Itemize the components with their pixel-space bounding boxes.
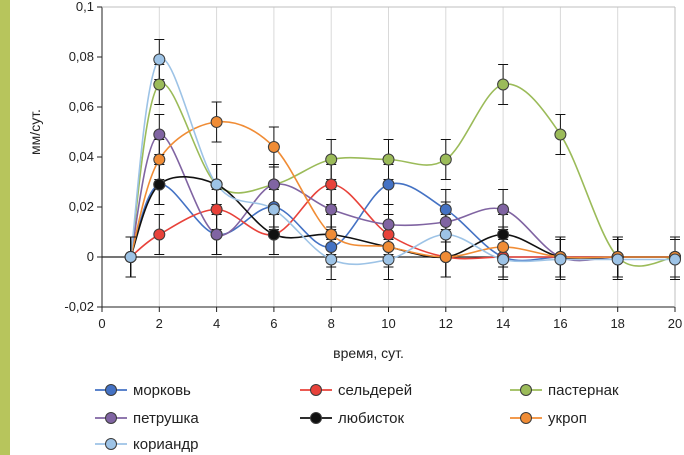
data-point-series-7 bbox=[382, 253, 395, 266]
data-point-series-4 bbox=[153, 128, 166, 141]
legend-label: морковь bbox=[133, 382, 191, 399]
data-point-series-7 bbox=[267, 203, 280, 216]
series-line-1 bbox=[129, 182, 675, 262]
y-tick-label: 0,08 bbox=[69, 49, 94, 64]
x-tick-label: 2 bbox=[156, 316, 163, 331]
data-point-series-2 bbox=[210, 203, 223, 216]
series-line-4 bbox=[129, 133, 675, 262]
legend-item-2: сельдерей bbox=[300, 382, 412, 399]
x-tick-label: 20 bbox=[668, 316, 682, 331]
x-tick-label: 0 bbox=[98, 316, 105, 331]
data-point-series-7 bbox=[669, 253, 681, 266]
y-tick-label: 0,06 bbox=[69, 99, 94, 114]
data-point-series-1 bbox=[382, 178, 395, 191]
data-point-series-4 bbox=[267, 178, 280, 191]
y-tick-label: 0,04 bbox=[69, 149, 94, 164]
legend-marker bbox=[520, 412, 532, 424]
data-point-series-7 bbox=[554, 253, 567, 266]
legend-label: укроп bbox=[548, 410, 587, 427]
y-tick-label: 0,02 bbox=[69, 199, 94, 214]
data-point-series-4 bbox=[210, 228, 223, 241]
data-point-series-3 bbox=[382, 153, 395, 166]
data-point-series-7 bbox=[153, 53, 166, 66]
legend-marker bbox=[105, 384, 117, 396]
legend-marker bbox=[105, 438, 117, 450]
data-point-series-3 bbox=[153, 78, 166, 91]
x-tick-label: 12 bbox=[439, 316, 453, 331]
data-point-series-1 bbox=[439, 203, 452, 216]
data-point-series-5 bbox=[153, 178, 166, 191]
legend-item-5: любисток bbox=[300, 410, 405, 427]
legend-item-7: кориандр bbox=[95, 436, 199, 453]
data-point-series-6 bbox=[153, 153, 166, 166]
legend: морковь сельдерей пастернак петрушка любисто… bbox=[95, 382, 619, 453]
left-decorative-strip bbox=[0, 0, 10, 455]
data-point-series-2 bbox=[382, 228, 395, 241]
data-point-series-7 bbox=[497, 253, 510, 266]
data-point-series-6 bbox=[210, 116, 223, 128]
legend-marker bbox=[105, 412, 117, 424]
legend-marker bbox=[520, 384, 532, 396]
data-point-series-2 bbox=[325, 178, 338, 191]
grid-lines bbox=[158, 7, 676, 307]
data-point-series-5 bbox=[267, 228, 280, 241]
legend-item-3: пастернак bbox=[510, 382, 619, 399]
x-tick-label: 16 bbox=[553, 316, 567, 331]
data-point-series-7 bbox=[210, 178, 223, 191]
y-tick-label: -0,02 bbox=[64, 299, 94, 314]
legend-marker bbox=[310, 384, 322, 396]
data-point-series-7 bbox=[611, 253, 624, 266]
data-point-series-7 bbox=[325, 253, 338, 266]
x-tick-label: 18 bbox=[610, 316, 624, 331]
data-point-series-3 bbox=[439, 153, 452, 166]
series-line-2 bbox=[130, 183, 675, 260]
data-point-series-6 bbox=[267, 141, 280, 153]
data-point-series-6 bbox=[439, 251, 452, 263]
data-point-series-4 bbox=[382, 218, 395, 231]
data-point-series-3 bbox=[554, 128, 567, 141]
data-point-series-6 bbox=[497, 241, 510, 253]
y-tick-label: 0 bbox=[87, 249, 94, 264]
legend-marker bbox=[310, 412, 322, 424]
data-point-series-4 bbox=[325, 203, 338, 216]
legend-item-6: укроп bbox=[510, 410, 587, 427]
data-point-series-3 bbox=[325, 153, 338, 166]
series-group bbox=[124, 39, 681, 280]
data-point-series-1 bbox=[325, 241, 338, 253]
data-point-series-5 bbox=[497, 228, 510, 241]
tick-labels: -0,02 0 0,02 0,04 0,06 0,08 0,1 0 2 4 6 8 10 12 14 16 18… bbox=[64, 0, 682, 331]
x-tick-label: 4 bbox=[213, 316, 220, 331]
legend-label: любисток bbox=[338, 410, 405, 427]
data-point-series-6 bbox=[325, 228, 338, 241]
legend-item-1: морковь bbox=[95, 382, 191, 399]
data-point-series-7 bbox=[124, 251, 137, 263]
y-axis-title: мм/сут. bbox=[27, 109, 43, 155]
legend-item-4: петрушка bbox=[95, 410, 199, 427]
x-tick-label: 14 bbox=[496, 316, 510, 331]
legend-label: пастернак bbox=[548, 382, 619, 399]
data-point-series-7 bbox=[439, 228, 452, 241]
x-tick-label: 6 bbox=[270, 316, 277, 331]
legend-label: кориандр bbox=[133, 436, 199, 453]
x-axis-title: время, сут. bbox=[333, 345, 404, 361]
x-tick-label: 8 bbox=[328, 316, 335, 331]
data-point-series-6 bbox=[382, 241, 395, 253]
x-tick-label: 10 bbox=[381, 316, 395, 331]
y-tick-label: 0,1 bbox=[76, 0, 94, 14]
data-point-series-4 bbox=[439, 216, 452, 228]
data-point-series-3 bbox=[497, 78, 510, 91]
data-point-series-2 bbox=[153, 228, 166, 241]
data-point-series-4 bbox=[497, 203, 510, 216]
legend-label: сельдерей bbox=[338, 382, 412, 399]
legend-label: петрушка bbox=[133, 410, 199, 427]
